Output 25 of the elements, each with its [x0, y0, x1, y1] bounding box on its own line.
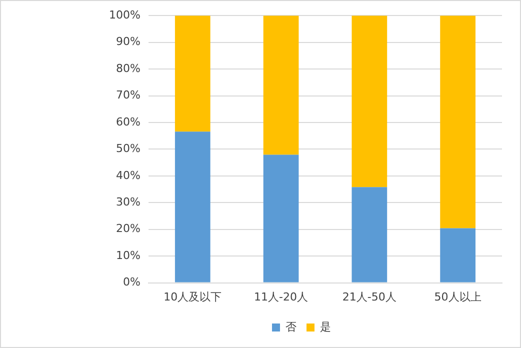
y-tick-label: 90% [116, 35, 140, 48]
y-tick-label: 20% [116, 222, 140, 236]
legend-label: 是 [320, 320, 331, 334]
bar [174, 16, 210, 132]
y-tick-label: 30% [116, 196, 140, 208]
y-tick-label: 100% [108, 8, 140, 22]
y-tick-label: 50% [116, 142, 140, 156]
y-tick-label: 10% [116, 248, 140, 262]
y-tick-label: 70% [116, 88, 140, 102]
bar [352, 187, 388, 282]
y-tick-label: 80% [116, 62, 140, 75]
bar [174, 132, 210, 282]
x-tick-label: 21人-50人 [342, 290, 396, 304]
bar [440, 228, 476, 282]
bar [440, 16, 476, 228]
x-tick-label: 10人及以下 [164, 290, 222, 304]
bar [352, 16, 388, 188]
y-tick-label: 0% [122, 276, 140, 289]
y-tick-label: 60% [116, 115, 140, 128]
y-tick-label: 40% [116, 168, 140, 182]
bar [263, 154, 299, 282]
x-tick-label: 11人-20人 [254, 290, 308, 304]
bar [263, 16, 299, 155]
x-tick-label: 50人以上 [434, 290, 482, 304]
legend-label: 否 [286, 320, 296, 334]
